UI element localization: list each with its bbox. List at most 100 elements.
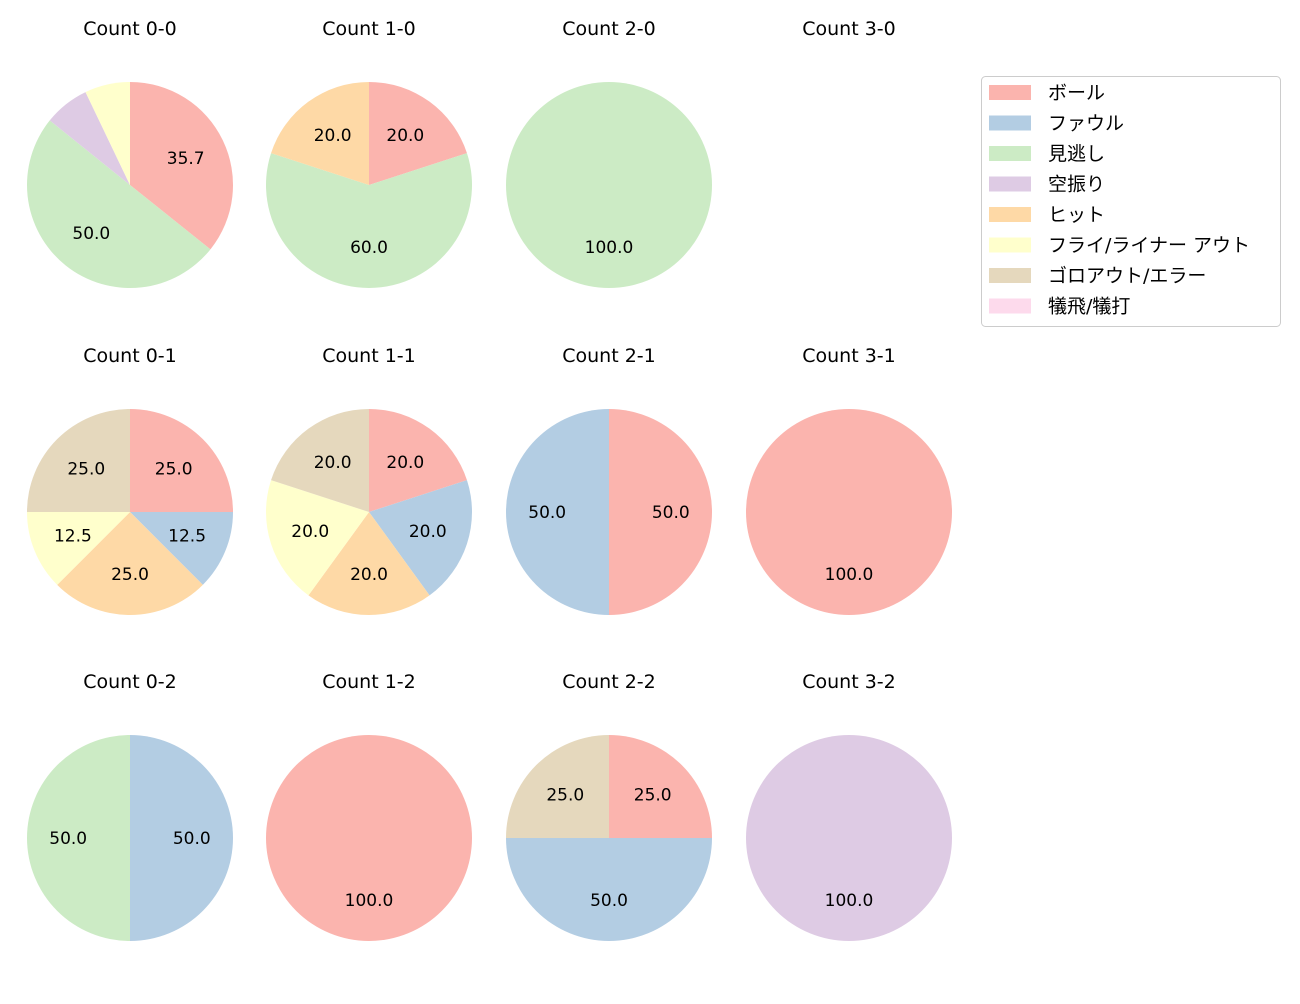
legend-item: 見逃し [989, 143, 1105, 165]
pie-slice-2 [266, 153, 472, 288]
legend-label: ヒット [1048, 204, 1105, 226]
pie-title: Count 0-1 [83, 345, 177, 367]
legend-item: ヒット [989, 204, 1105, 226]
pie-value-label: 20.0 [386, 126, 424, 146]
pie-value-label: 50.0 [590, 891, 628, 911]
pie-title: Count 3-1 [802, 345, 896, 367]
legend-label: フライ/ライナー アウト [1048, 235, 1250, 257]
pie-slice-4 [271, 82, 369, 185]
pie-slice-0 [746, 409, 952, 615]
pie-slice-6 [271, 409, 369, 512]
pie-value-label: 20.0 [291, 522, 329, 542]
pie-slice-0 [266, 735, 472, 941]
legend-swatch [989, 298, 1031, 314]
pie-value-label: 12.5 [54, 527, 92, 547]
pie-slice-4 [308, 512, 430, 615]
pie-title: Count 1-1 [322, 345, 416, 367]
pie-value-label: 50.0 [49, 829, 87, 849]
pie-value-label: 12.5 [168, 527, 206, 547]
legend-label: ボール [1048, 82, 1105, 104]
legend-item: 空振り [989, 174, 1105, 196]
legend-label: ファウル [1048, 113, 1124, 135]
pie-count-3-1: Count 3-1 100.0 [746, 345, 952, 615]
pie-slice-2 [506, 82, 712, 288]
pie-title: Count 0-2 [83, 671, 177, 693]
pie-title: Count 0-0 [83, 18, 177, 40]
pie-count-2-1: Count 2-1 50.0 50.0 [506, 345, 712, 615]
legend-swatch [989, 85, 1031, 100]
pie-slice-3 [746, 735, 952, 941]
pie-slice-1 [130, 735, 233, 941]
pie-value-label: 100.0 [585, 238, 634, 258]
pie-slice-5 [266, 480, 369, 596]
pie-value-label: 25.0 [155, 459, 193, 479]
pie-count-2-2: Count 2-2 25.0 50.0 25.0 [506, 671, 712, 941]
pie-slice-0 [369, 409, 467, 512]
pie-slice-0 [130, 82, 233, 250]
legend-item: フライ/ライナー アウト [989, 235, 1250, 257]
pie-value-label: 20.0 [314, 453, 352, 473]
pie-slice-1 [369, 480, 472, 596]
legend-item: ファウル [989, 113, 1124, 135]
legend-swatch [989, 176, 1031, 192]
pie-title: Count 3-2 [802, 671, 896, 693]
legend-item: ボール [989, 82, 1105, 104]
pie-count-0-1: Count 0-1 25.0 12.5 25.0 12.5 25.0 [27, 345, 233, 616]
pie-value-label: 50.0 [173, 829, 211, 849]
pie-slice-6 [506, 735, 609, 838]
pie-value-label: 50.0 [72, 224, 110, 244]
pie-slice-0 [369, 82, 467, 185]
pie-slice-5 [27, 512, 130, 585]
pie-value-label: 100.0 [345, 891, 394, 911]
pie-slice-1 [506, 409, 609, 615]
legend-swatch [989, 237, 1031, 253]
pie-value-label: 50.0 [652, 503, 690, 523]
pie-count-2-0: Count 2-0 100.0 [506, 18, 712, 288]
pie-slice-5 [85, 82, 130, 185]
pie-value-label: 100.0 [825, 891, 874, 911]
pie-value-label: 25.0 [111, 565, 149, 585]
pie-title: Count 1-2 [322, 671, 416, 693]
legend-swatch [989, 146, 1031, 161]
pie-value-label: 20.0 [350, 565, 388, 585]
pie-value-label: 20.0 [386, 453, 424, 473]
pie-slice-3 [49, 92, 130, 185]
pie-slice-0 [609, 735, 712, 838]
pie-value-label: 25.0 [546, 785, 584, 805]
pie-count-0-2: Count 0-2 50.0 50.0 [27, 671, 233, 941]
legend-label: 見逃し [1048, 143, 1105, 165]
pie-value-label: 25.0 [634, 785, 672, 805]
pie-value-label: 60.0 [350, 238, 388, 258]
pie-slice-1 [130, 512, 233, 585]
pie-count-3-0: Count 3-0 [802, 18, 896, 40]
legend-item: ゴロアウト/エラー [989, 265, 1206, 287]
pie-slice-1 [506, 838, 712, 941]
legend-label: 空振り [1048, 174, 1105, 196]
pie-title: Count 2-1 [562, 345, 656, 367]
pie-slice-2 [27, 735, 130, 941]
legend-label: ゴロアウト/エラー [1048, 265, 1206, 287]
legend-item: 犠飛/犠打 [989, 296, 1130, 318]
pie-title: Count 1-0 [322, 18, 416, 40]
pie-value-label: 50.0 [528, 503, 566, 523]
pie-slice-2 [26, 120, 211, 289]
pie-count-1-2: Count 1-2 100.0 [266, 671, 472, 941]
pie-count-1-1: Count 1-1 20.0 20.0 20.0 20.0 20.0 [266, 345, 472, 615]
legend-swatch [989, 207, 1031, 222]
pie-title: Count 2-0 [562, 18, 656, 40]
legend-swatch [989, 115, 1031, 131]
pie-value-label: 20.0 [409, 522, 447, 542]
legend-label: 犠飛/犠打 [1048, 296, 1130, 318]
pie-value-label: 25.0 [67, 459, 105, 479]
pie-value-label: 20.0 [314, 126, 352, 146]
legend-swatch [989, 268, 1031, 283]
pie-slice-4 [57, 512, 203, 616]
pie-count-1-0: Count 1-0 20.0 60.0 20.0 [266, 18, 472, 288]
pie-title: Count 2-2 [562, 671, 656, 693]
pie-slice-0 [609, 409, 712, 615]
pie-count-3-2: Count 3-2 100.0 [746, 671, 952, 941]
legend-frame [981, 76, 1281, 327]
